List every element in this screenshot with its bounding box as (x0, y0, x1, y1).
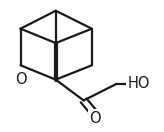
Text: HO: HO (127, 76, 150, 91)
Text: O: O (89, 111, 101, 126)
Text: O: O (15, 72, 26, 87)
